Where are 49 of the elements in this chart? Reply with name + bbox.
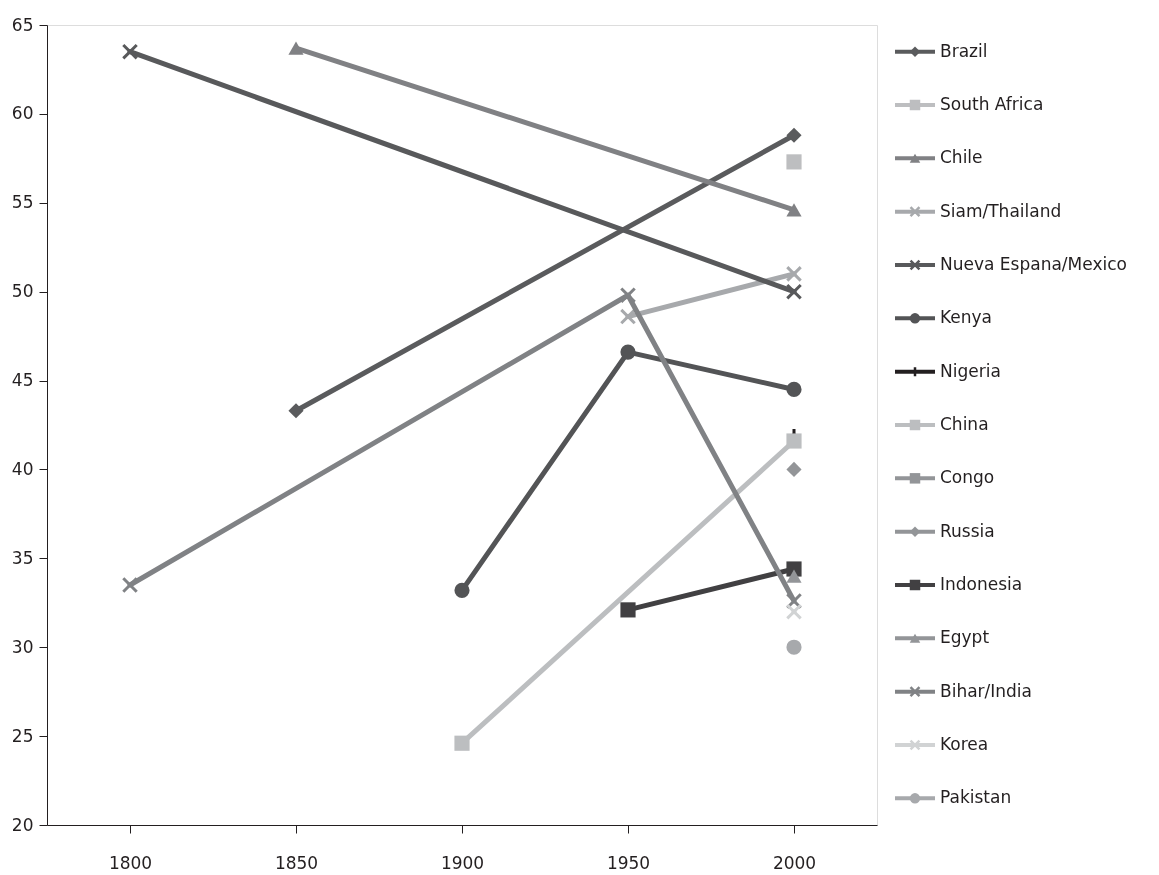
point bbox=[454, 582, 470, 598]
point bbox=[786, 154, 802, 170]
point bbox=[121, 43, 139, 60]
y-tick-label: 65 bbox=[11, 14, 34, 35]
y-tick-label: 35 bbox=[11, 547, 34, 568]
legend-label: Indonesia bbox=[940, 574, 1023, 594]
point bbox=[785, 265, 803, 283]
y-tick-label: 55 bbox=[11, 192, 34, 213]
legend-label: Chile bbox=[940, 147, 983, 168]
legend-label: Pakistan bbox=[940, 787, 1012, 808]
y-tick-label: 40 bbox=[11, 458, 34, 479]
point bbox=[786, 381, 802, 398]
y-tick-label: 20 bbox=[11, 814, 34, 835]
legend-label: China bbox=[940, 414, 989, 434]
point bbox=[121, 576, 139, 594]
legend-label: Bihar/India bbox=[940, 680, 1033, 701]
point bbox=[619, 308, 637, 325]
legend-label: Korea bbox=[940, 734, 989, 754]
legend-label: Brazil bbox=[940, 40, 988, 61]
point bbox=[785, 603, 803, 620]
legend-label: Nueva Espana/Mexico bbox=[940, 254, 1127, 274]
point bbox=[786, 569, 802, 583]
y-tick-label: 45 bbox=[11, 370, 34, 391]
legend-label: South Africa bbox=[940, 94, 1044, 114]
point bbox=[786, 461, 802, 478]
y-tick-label: 60 bbox=[11, 103, 34, 124]
point bbox=[620, 602, 636, 618]
x-tick-label: 2000 bbox=[772, 852, 817, 873]
legend-label: Siam/Thailand bbox=[940, 200, 1062, 221]
x-tick-label: 1800 bbox=[108, 852, 153, 873]
y-tick-label: 25 bbox=[11, 725, 34, 746]
legend-label: Egypt bbox=[940, 627, 990, 648]
y-tick-label: 30 bbox=[11, 636, 34, 657]
point bbox=[786, 127, 802, 143]
legend-label: Kenya bbox=[940, 307, 993, 328]
y-tick-label: 50 bbox=[11, 281, 34, 302]
point bbox=[620, 344, 636, 360]
point bbox=[785, 283, 803, 300]
legend-label: Russia bbox=[940, 520, 995, 541]
x-tick-label: 1950 bbox=[606, 852, 651, 873]
legend-label: Congo bbox=[940, 467, 995, 488]
point bbox=[454, 735, 470, 751]
x-tick-label: 1900 bbox=[440, 852, 485, 873]
x-tick-label: 1850 bbox=[274, 852, 319, 873]
legend-label: Nigeria bbox=[940, 360, 1001, 381]
point bbox=[786, 433, 802, 449]
point bbox=[786, 639, 802, 655]
point bbox=[288, 403, 304, 419]
point bbox=[619, 287, 637, 304]
